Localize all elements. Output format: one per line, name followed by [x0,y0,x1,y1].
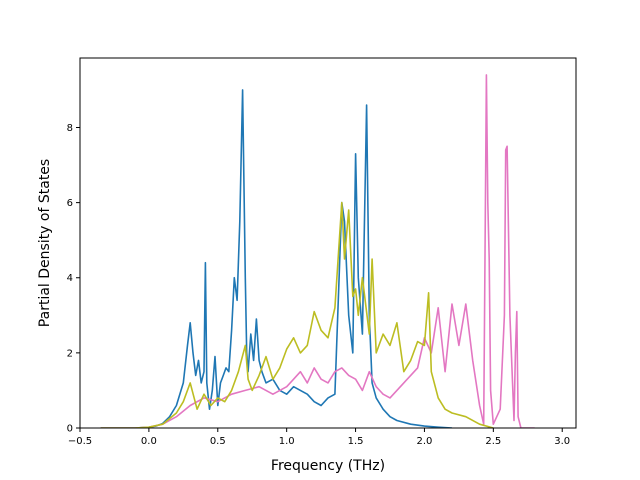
x-tick-label: −0.5 [68,436,92,447]
x-tick-label: 3.0 [554,436,570,447]
x-axis: −0.5 0.0 0.5 1.0 1.5 2.0 2.5 3.0 [68,428,570,447]
x-tick-label: 0.5 [210,436,226,447]
x-axis-label: Frequency (THz) [271,458,385,474]
y-axis-label: Partial Density of States [37,159,53,327]
y-tick-label: 6 [67,198,73,209]
x-tick-label: 0.0 [141,436,157,447]
series-line-3 [100,201,494,428]
x-tick-label: 1.0 [279,436,295,447]
x-tick-label: 1.5 [348,436,364,447]
x-tick-label: 2.0 [416,436,432,447]
series-line-1 [100,89,453,428]
y-tick-label: 0 [67,424,73,435]
x-tick-label: 2.5 [485,436,501,447]
y-axis: 0 2 4 6 8 [67,123,80,435]
y-tick-label: 4 [67,273,73,284]
series-layer [100,74,535,428]
plot-frame [79,57,577,429]
y-tick-label: 8 [67,123,73,134]
y-tick-label: 2 [67,348,73,359]
